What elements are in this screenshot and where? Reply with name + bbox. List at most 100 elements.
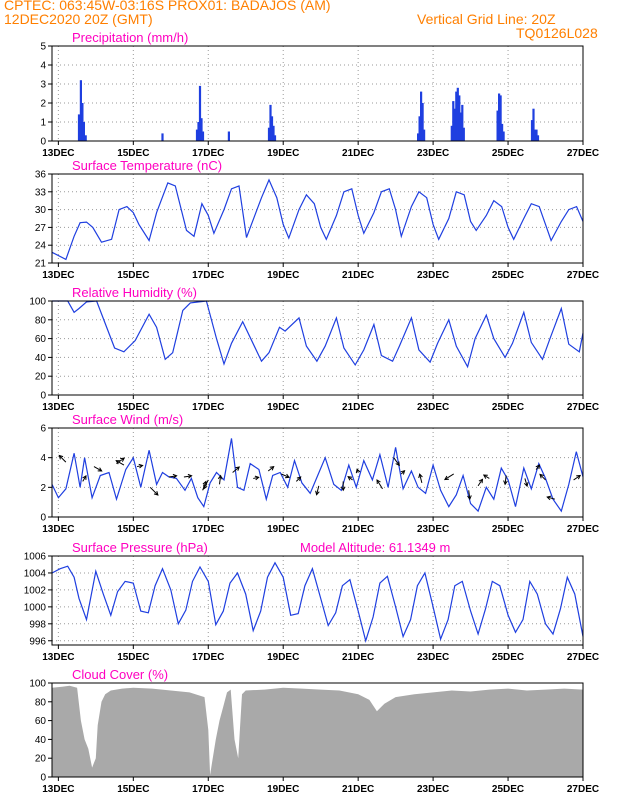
panel-humidity: 0 20 40 60 80 100 13DEC 15DEC 17DEC 19DEC 21DEC 23D… bbox=[29, 285, 599, 413]
plot-frame-humidity bbox=[51, 300, 584, 396]
wind-arrow-0 bbox=[58, 454, 67, 463]
xtick-label-humidity-4: 21DEC bbox=[342, 402, 374, 413]
wind-arrow-shaft bbox=[477, 478, 483, 487]
wind-arrow-head bbox=[340, 486, 346, 492]
precip-bar-36 bbox=[530, 120, 534, 141]
xtick-label-precip-4: 21DEC bbox=[342, 148, 374, 159]
xtick-label-wind-5: 23DEC bbox=[417, 524, 449, 535]
wind-arrow-10 bbox=[203, 479, 209, 490]
wind-arrow-shaft bbox=[539, 474, 546, 481]
wind-arrow-shaft bbox=[393, 457, 400, 466]
wind-arrow-shaft bbox=[316, 485, 320, 495]
wind-arrow-26 bbox=[467, 490, 472, 501]
plot-frame-wind bbox=[51, 427, 584, 518]
precip-bar-32 bbox=[498, 93, 501, 141]
ytick-label-precip-1: 1 bbox=[40, 118, 46, 129]
ytick-label-temperature-0: 21 bbox=[35, 259, 47, 270]
xtick-label-temperature-6: 25DEC bbox=[492, 270, 524, 281]
precip-bar-25 bbox=[455, 91, 458, 141]
precip-bar-1 bbox=[79, 80, 82, 141]
plot-frame-pressure bbox=[51, 555, 584, 646]
ytick-label-cloud-1: 20 bbox=[35, 754, 47, 765]
xtick-label-humidity-7: 27DEC bbox=[567, 402, 599, 413]
precip-bar-2 bbox=[81, 103, 84, 141]
ytick-label-precip-5: 5 bbox=[40, 42, 46, 53]
wind-arrow-head bbox=[187, 473, 193, 479]
ytick-label-precip-4: 4 bbox=[40, 61, 46, 72]
xtick-label-precip-0: 13DEC bbox=[42, 148, 74, 159]
precip-bar-3 bbox=[82, 122, 85, 141]
plot-frame-precip bbox=[51, 45, 584, 142]
xtick-label-pressure-5: 23DEC bbox=[417, 652, 449, 663]
wind-arrow-9 bbox=[202, 480, 207, 491]
ytick-label-pressure-3: 1002 bbox=[24, 585, 47, 596]
wind-arrow-head bbox=[523, 482, 529, 488]
precip-bar-5 bbox=[161, 133, 164, 141]
wind-arrow-shaft bbox=[524, 478, 528, 487]
wind-arrow-19 bbox=[347, 475, 353, 481]
xtick-label-temperature-5: 23DEC bbox=[417, 270, 449, 281]
xtick-label-cloud-0: 13DEC bbox=[42, 784, 74, 795]
ytick-label-cloud-5: 100 bbox=[29, 679, 46, 690]
panel-precip: 0 1 2 3 4 5 13DEC 15DEC 17DEC 19DEC 21DEC 23DEC 25DE… bbox=[40, 30, 599, 159]
xtick-label-pressure-1: 15DEC bbox=[117, 652, 149, 663]
wind-arrow-head bbox=[347, 475, 353, 481]
xtick-label-humidity-1: 15DEC bbox=[117, 402, 149, 413]
ytick-label-wind-1: 2 bbox=[40, 483, 46, 494]
xtick-label-humidity-5: 23DEC bbox=[417, 402, 449, 413]
precip-bar-21 bbox=[423, 129, 426, 141]
precip-bar-11 bbox=[227, 131, 230, 141]
wind-arrow-head bbox=[546, 495, 552, 501]
wind-arrow-head bbox=[58, 454, 64, 460]
xtick-label-wind-1: 15DEC bbox=[117, 524, 149, 535]
plot-frame-cloud bbox=[51, 682, 584, 778]
precip-bar-22 bbox=[450, 125, 453, 141]
xtick-label-precip-7: 27DEC bbox=[567, 148, 599, 159]
precip-bar-23 bbox=[452, 101, 455, 141]
ytick-label-temperature-1: 24 bbox=[35, 241, 47, 252]
precip-bar-18 bbox=[418, 116, 421, 141]
wind-arrow-head bbox=[395, 461, 400, 467]
precip-bar-6 bbox=[195, 129, 199, 141]
xtick-label-humidity-3: 19DEC bbox=[267, 402, 299, 413]
wind-arrow-shaft bbox=[58, 455, 67, 463]
ytick-label-pressure-4: 1004 bbox=[24, 568, 47, 579]
ytick-label-cloud-0: 0 bbox=[40, 773, 46, 784]
wind-arrow-head bbox=[153, 491, 159, 496]
xtick-label-pressure-4: 21DEC bbox=[342, 652, 374, 663]
header-run-date: 12DEC2020 20Z (GMT) bbox=[4, 11, 153, 27]
wind-arrow-head bbox=[217, 474, 223, 480]
xtick-label-cloud-4: 21DEC bbox=[342, 784, 374, 795]
ytick-label-humidity-5: 100 bbox=[29, 297, 46, 308]
ytick-label-wind-0: 0 bbox=[40, 513, 46, 524]
wind-arrow-shaft bbox=[483, 474, 490, 479]
precip-bar-16 bbox=[273, 135, 277, 141]
wind-arrow-shaft bbox=[468, 490, 471, 500]
wind-arrow-8 bbox=[183, 473, 193, 479]
wind-arrow-shaft bbox=[232, 466, 240, 473]
precip-bar-26 bbox=[456, 87, 459, 141]
xtick-label-pressure-2: 17DEC bbox=[192, 652, 224, 663]
ytick-label-humidity-2: 40 bbox=[35, 353, 47, 364]
panel-title-humidity: Relative Humidity (%) bbox=[72, 285, 197, 300]
wind-arrow-25 bbox=[443, 473, 454, 481]
ytick-label-temperature-2: 27 bbox=[35, 223, 47, 234]
wind-arrow-15 bbox=[281, 473, 290, 479]
wind-arrow-head bbox=[296, 476, 302, 481]
cloud-cover-area bbox=[52, 685, 583, 777]
panel-pressure: 996 998 1000 1002 1004 1006 13DEC 15DEC 17DEC 19D… bbox=[24, 540, 599, 663]
wind-arrow-shaft bbox=[376, 479, 383, 490]
wind-arrow-14 bbox=[267, 465, 275, 472]
panel-title-wind: Surface Wind (m/s) bbox=[72, 412, 183, 427]
precip-bar-15 bbox=[272, 125, 275, 141]
wind-arrow-shaft bbox=[203, 479, 209, 489]
precip-bar-20 bbox=[421, 103, 424, 141]
wind-arrow-head bbox=[269, 465, 275, 471]
ytick-label-humidity-0: 0 bbox=[40, 391, 46, 402]
xtick-label-pressure-3: 19DEC bbox=[267, 652, 299, 663]
wind-arrow-20 bbox=[355, 468, 361, 474]
xtick-label-cloud-7: 27DEC bbox=[567, 784, 599, 795]
ytick-label-pressure-1: 998 bbox=[29, 619, 46, 630]
panel-title-precip: Precipitation (mm/h) bbox=[72, 30, 188, 45]
ytick-label-cloud-4: 80 bbox=[35, 697, 47, 708]
